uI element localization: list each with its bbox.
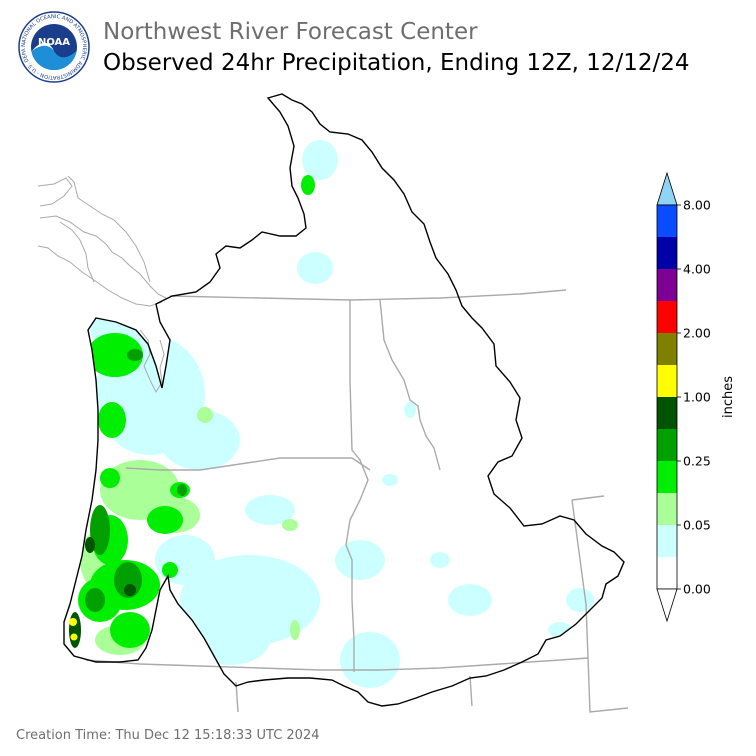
colorbar-tick-label: 4.00 (683, 262, 711, 277)
colorbar-swatch (657, 365, 677, 397)
colorbar-swatch (657, 525, 677, 557)
colorbar-swatch (657, 397, 677, 429)
colorbar-tick-label: 0.25 (683, 454, 711, 469)
colorbar-swatch (657, 237, 677, 269)
colorbar-swatch (657, 205, 677, 237)
colorbar-swatch (657, 333, 677, 365)
colorbar-unit-label: inches (721, 376, 736, 418)
colorbar-swatch (657, 493, 677, 525)
colorbar-extend-bottom (656, 588, 678, 623)
colorbar-tick-label: 8.00 (683, 198, 711, 213)
creation-time: Creation Time: Thu Dec 12 15:18:33 UTC 2… (16, 728, 320, 743)
noaa-logo: NATIONAL OCEANIC AND ATMOSPHERIC ADMINIS… (15, 7, 90, 83)
colorbar-swatch (657, 557, 677, 589)
colorbar-extend-top (656, 171, 678, 206)
colorbar-swatch (657, 429, 677, 461)
agency-title: Northwest River Forecast Center (103, 19, 478, 45)
precip-shading (69, 140, 594, 688)
colorbar-tick-label: 0.00 (683, 582, 711, 597)
colorbar-tick-label: 2.00 (683, 326, 711, 341)
colorbar-swatch (657, 301, 677, 333)
colorbar-swatch (657, 461, 677, 493)
colorbar-swatch (657, 269, 677, 301)
colorbar-tick-label: 1.00 (683, 390, 711, 405)
colorbar-tick-label: 0.05 (683, 518, 711, 533)
coastline-lines (37, 175, 167, 394)
logo-text: NOAA (38, 37, 70, 48)
map-title: Observed 24hr Precipitation, Ending 12Z,… (103, 50, 690, 76)
state-borders (85, 289, 629, 713)
precip-colorbar: 8.00 4.00 2.00 1.00 0.25 0.05 0.00 inches (656, 171, 736, 623)
